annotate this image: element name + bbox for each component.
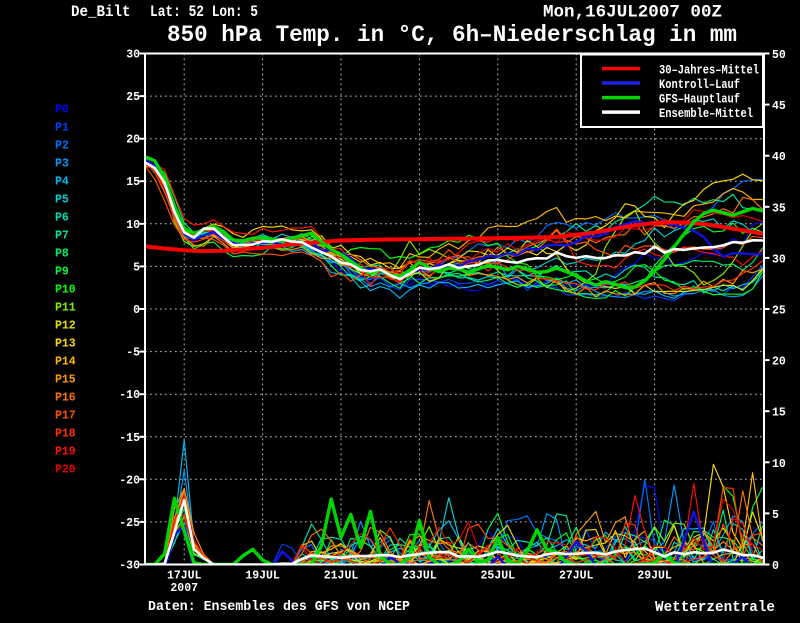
svg-text:P0: P0	[55, 104, 69, 117]
svg-text:25JUL: 25JUL	[481, 570, 516, 583]
svg-text:0: 0	[133, 304, 140, 317]
svg-text:P11: P11	[55, 302, 76, 315]
svg-text:45: 45	[772, 100, 786, 113]
svg-text:P1: P1	[55, 122, 69, 135]
svg-text:20: 20	[772, 356, 786, 369]
svg-text:10: 10	[772, 458, 786, 471]
svg-text:27JUL: 27JUL	[559, 570, 594, 583]
svg-text:29JUL: 29JUL	[637, 570, 672, 583]
svg-text:50: 50	[772, 49, 786, 62]
svg-text:5: 5	[772, 509, 779, 522]
svg-text:De_Bilt: De_Bilt	[71, 3, 131, 21]
svg-text:-5: -5	[126, 347, 140, 360]
svg-text:-15: -15	[119, 432, 140, 445]
svg-text:25: 25	[772, 305, 786, 318]
svg-text:35: 35	[772, 202, 786, 215]
svg-text:P4: P4	[55, 176, 69, 189]
svg-text:25: 25	[126, 91, 140, 104]
svg-text:P3: P3	[55, 158, 69, 171]
svg-text:10: 10	[126, 219, 140, 232]
svg-text:Kontroll–Lauf: Kontroll–Lauf	[659, 77, 740, 92]
svg-text:-10: -10	[119, 389, 140, 402]
svg-text:5: 5	[133, 261, 140, 274]
svg-text:40: 40	[772, 151, 786, 164]
svg-text:P8: P8	[55, 248, 69, 261]
svg-text:P20: P20	[55, 464, 76, 477]
svg-text:P5: P5	[55, 194, 69, 207]
svg-text:30–Jahres–Mittel: 30–Jahres–Mittel	[659, 63, 759, 78]
svg-text:20: 20	[126, 134, 140, 147]
svg-text:P7: P7	[55, 230, 69, 243]
svg-text:P15: P15	[55, 374, 76, 387]
svg-text:21JUL: 21JUL	[324, 570, 359, 583]
svg-text:30: 30	[126, 48, 140, 61]
svg-text:Daten: Ensembles des GFS von N: Daten: Ensembles des GFS von NCEP	[148, 600, 410, 615]
svg-text:Mon,16JUL2007 00Z: Mon,16JUL2007 00Z	[543, 3, 722, 23]
svg-text:15: 15	[126, 176, 140, 189]
svg-text:Lat: 52 Lon: 5: Lat: 52 Lon: 5	[150, 3, 258, 21]
svg-text:-30: -30	[119, 560, 140, 573]
svg-text:P2: P2	[55, 140, 69, 153]
svg-text:-20: -20	[119, 474, 140, 487]
svg-text:P19: P19	[55, 446, 76, 459]
svg-text:23JUL: 23JUL	[402, 570, 437, 583]
svg-text:-25: -25	[119, 517, 140, 530]
svg-text:850 hPa Temp. in °C, 6h–Nieder: 850 hPa Temp. in °C, 6h–Niederschlag in …	[167, 22, 737, 48]
svg-text:15: 15	[772, 407, 786, 420]
svg-text:Wetterzentrale: Wetterzentrale	[655, 600, 775, 616]
svg-text:P13: P13	[55, 338, 76, 351]
svg-text:30: 30	[772, 253, 786, 266]
svg-text:Ensemble–Mittel: Ensemble–Mittel	[659, 106, 753, 121]
svg-text:P18: P18	[55, 428, 76, 441]
svg-text:P16: P16	[55, 392, 76, 405]
svg-text:P14: P14	[55, 356, 76, 369]
svg-text:P12: P12	[55, 320, 76, 333]
svg-text:GFS–Hauptlauf: GFS–Hauptlauf	[659, 92, 740, 107]
svg-text:0: 0	[772, 560, 779, 573]
svg-text:2007: 2007	[170, 582, 198, 595]
svg-text:17JUL: 17JUL	[167, 570, 202, 583]
svg-text:P9: P9	[55, 266, 69, 279]
svg-text:P6: P6	[55, 212, 69, 225]
svg-text:P10: P10	[55, 284, 76, 297]
svg-text:P17: P17	[55, 410, 76, 423]
svg-text:19JUL: 19JUL	[245, 570, 280, 583]
